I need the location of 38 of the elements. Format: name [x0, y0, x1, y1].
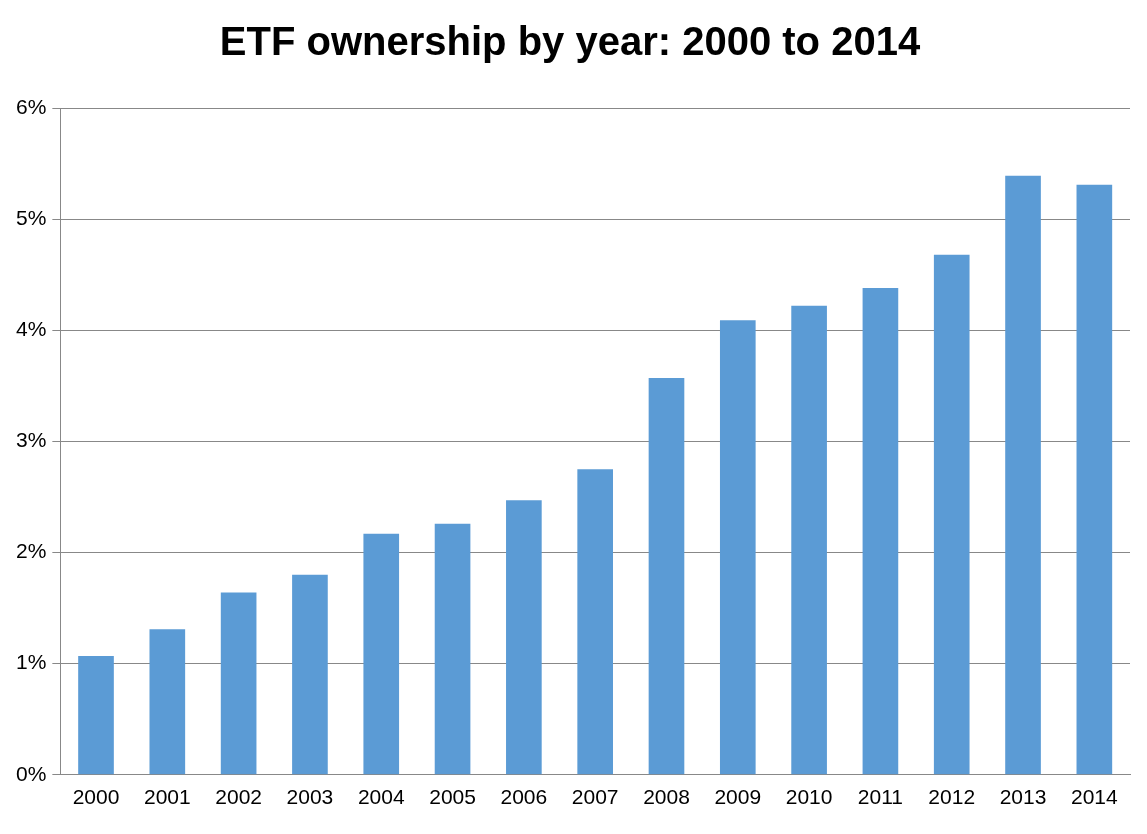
y-tick-label: 3%: [15, 428, 47, 452]
x-tick-label: 2008: [643, 785, 690, 809]
bar: [363, 533, 400, 775]
x-tick-label: 2011: [857, 785, 903, 809]
bar: [292, 574, 328, 775]
bar: [506, 500, 542, 775]
bar: [648, 378, 685, 775]
x-tick-label: 2000: [72, 785, 120, 809]
y-tick-label: 6%: [15, 94, 47, 118]
x-tick-label: 2010: [785, 785, 833, 809]
bar: [719, 320, 756, 775]
y-tick-label: 0%: [15, 761, 47, 785]
x-tick-label: 2012: [928, 785, 976, 809]
x-tick-label: 2014: [1070, 785, 1119, 809]
bar: [791, 305, 827, 775]
bar: [933, 254, 970, 775]
x-tick-label: 2004: [357, 785, 405, 809]
bar: [862, 288, 899, 775]
x-tick-label: 2013: [999, 785, 1047, 809]
y-tick-label: 2%: [15, 539, 47, 563]
x-tick-label: 2009: [714, 785, 762, 809]
bar: [149, 629, 186, 775]
bar: [220, 592, 257, 775]
x-tick-label: 2007: [571, 785, 619, 809]
y-tick-label: 4%: [15, 317, 47, 341]
x-tick-label: 2002: [215, 785, 262, 809]
bar: [78, 655, 114, 775]
bar: [1076, 184, 1113, 775]
y-tick-label: 5%: [15, 205, 47, 229]
x-tick-label: 2003: [286, 785, 334, 809]
bar: [434, 523, 471, 775]
chart-title: ETF ownership by year: 2000 to 2014: [219, 19, 921, 64]
bar: [1005, 175, 1041, 775]
bar: [577, 469, 613, 775]
x-tick-label: 2001: [143, 785, 191, 809]
y-tick-label: 1%: [15, 650, 47, 674]
x-tick-label: 2005: [429, 785, 476, 809]
x-tick-label: 2006: [500, 785, 548, 809]
